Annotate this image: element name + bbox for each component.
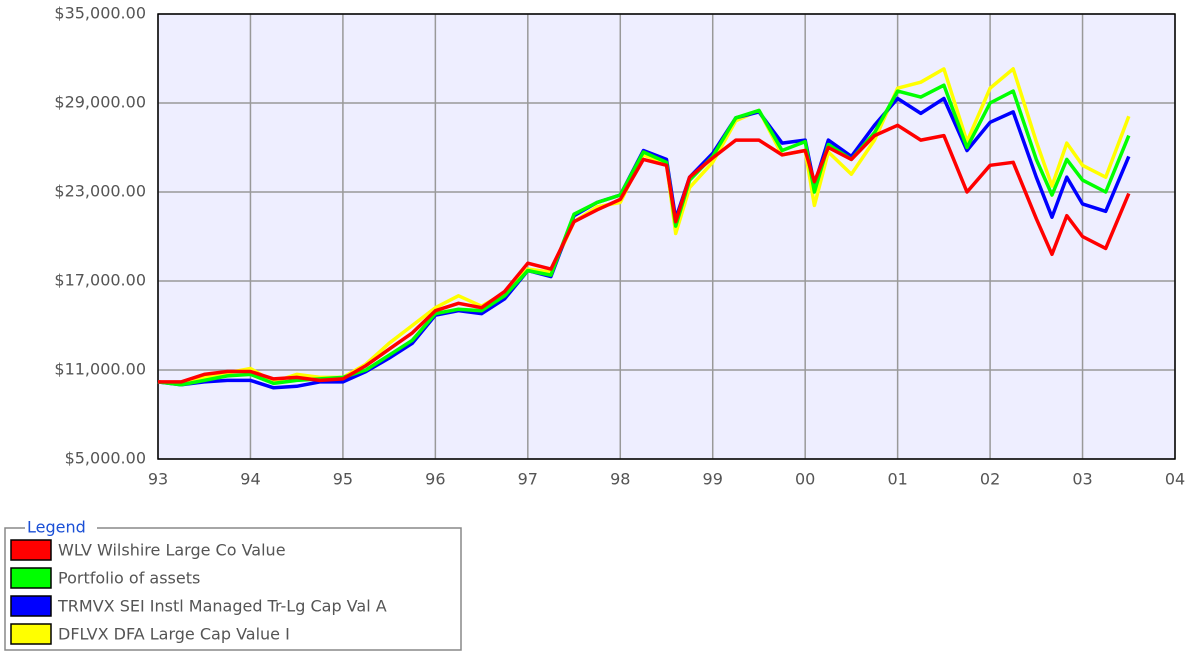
y-tick-label: $5,000.00: [65, 449, 146, 468]
y-tick-label: $23,000.00: [54, 182, 146, 201]
legend-label: DFLVX DFA Large Cap Value I: [58, 625, 290, 644]
series-line: [158, 123, 1131, 384]
legend-frame: [4, 527, 462, 651]
legend-title: Legend: [27, 518, 86, 537]
x-tick-label: 97: [518, 470, 538, 489]
x-tick-label: 99: [703, 470, 723, 489]
x-tick-label: 96: [425, 470, 445, 489]
x-tick-label: 04: [1165, 470, 1185, 489]
legend-swatch: [10, 567, 52, 589]
x-tick-label: 94: [240, 470, 260, 489]
y-tick-label: $29,000.00: [54, 93, 146, 112]
x-tick-label: 98: [610, 470, 630, 489]
x-tick-label: 00: [795, 470, 815, 489]
y-tick-label: $35,000.00: [54, 4, 146, 23]
legend-swatch: [10, 595, 52, 617]
plot-border: [157, 13, 1176, 460]
x-tick-label: 93: [148, 470, 168, 489]
legend-swatch: [10, 539, 52, 561]
x-tick-label: 95: [333, 470, 353, 489]
legend-swatch: [10, 623, 52, 645]
x-tick-label: 01: [887, 470, 907, 489]
x-tick-label: 03: [1072, 470, 1092, 489]
legend-label: WLV Wilshire Large Co Value: [58, 541, 286, 560]
x-tick-label: 02: [980, 470, 1000, 489]
legend-label: TRMVX SEI Instl Managed Tr-Lg Cap Val A: [57, 597, 387, 616]
y-tick-label: $11,000.00: [54, 360, 146, 379]
y-tick-label: $17,000.00: [54, 271, 146, 290]
plot-area: [158, 14, 1175, 459]
legend-label: Portfolio of assets: [58, 569, 200, 588]
